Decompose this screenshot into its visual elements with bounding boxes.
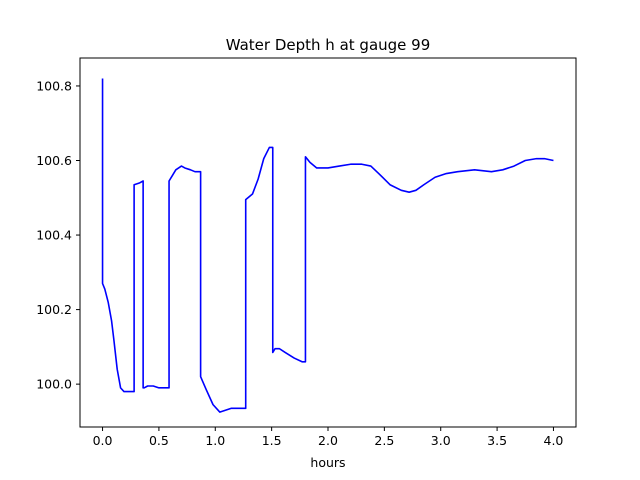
plot-area	[101, 78, 554, 413]
x-tick-label: 0.5	[149, 433, 169, 448]
x-tick-label: 1.5	[262, 433, 282, 448]
x-tick-label: 0.0	[93, 433, 113, 448]
y-tick-label: 100.6	[36, 153, 72, 168]
y-tick-label: 100.4	[36, 228, 72, 243]
x-tick-label: 3.0	[431, 433, 451, 448]
x-tick-label: 2.0	[318, 433, 338, 448]
x-tick-label: 2.5	[374, 433, 394, 448]
series-line-1	[101, 78, 554, 413]
x-tick-label: 1.0	[205, 433, 225, 448]
x-tick-label: 3.5	[487, 433, 507, 448]
x-axis-label: hours	[310, 455, 345, 470]
y-axis: 100.0 100.2 100.4 100.6 100.8	[36, 78, 80, 392]
y-tick-label: 100.0	[36, 377, 72, 392]
x-tick-label: 4.0	[544, 433, 564, 448]
x-axis: 0.0 0.5 1.0 1.5 2.0 2.5 3.0 3.5 4.0	[93, 427, 564, 448]
y-tick-label: 100.2	[36, 302, 72, 317]
y-tick-label: 100.8	[36, 78, 72, 93]
chart-title: Water Depth h at gauge 99	[226, 36, 431, 54]
